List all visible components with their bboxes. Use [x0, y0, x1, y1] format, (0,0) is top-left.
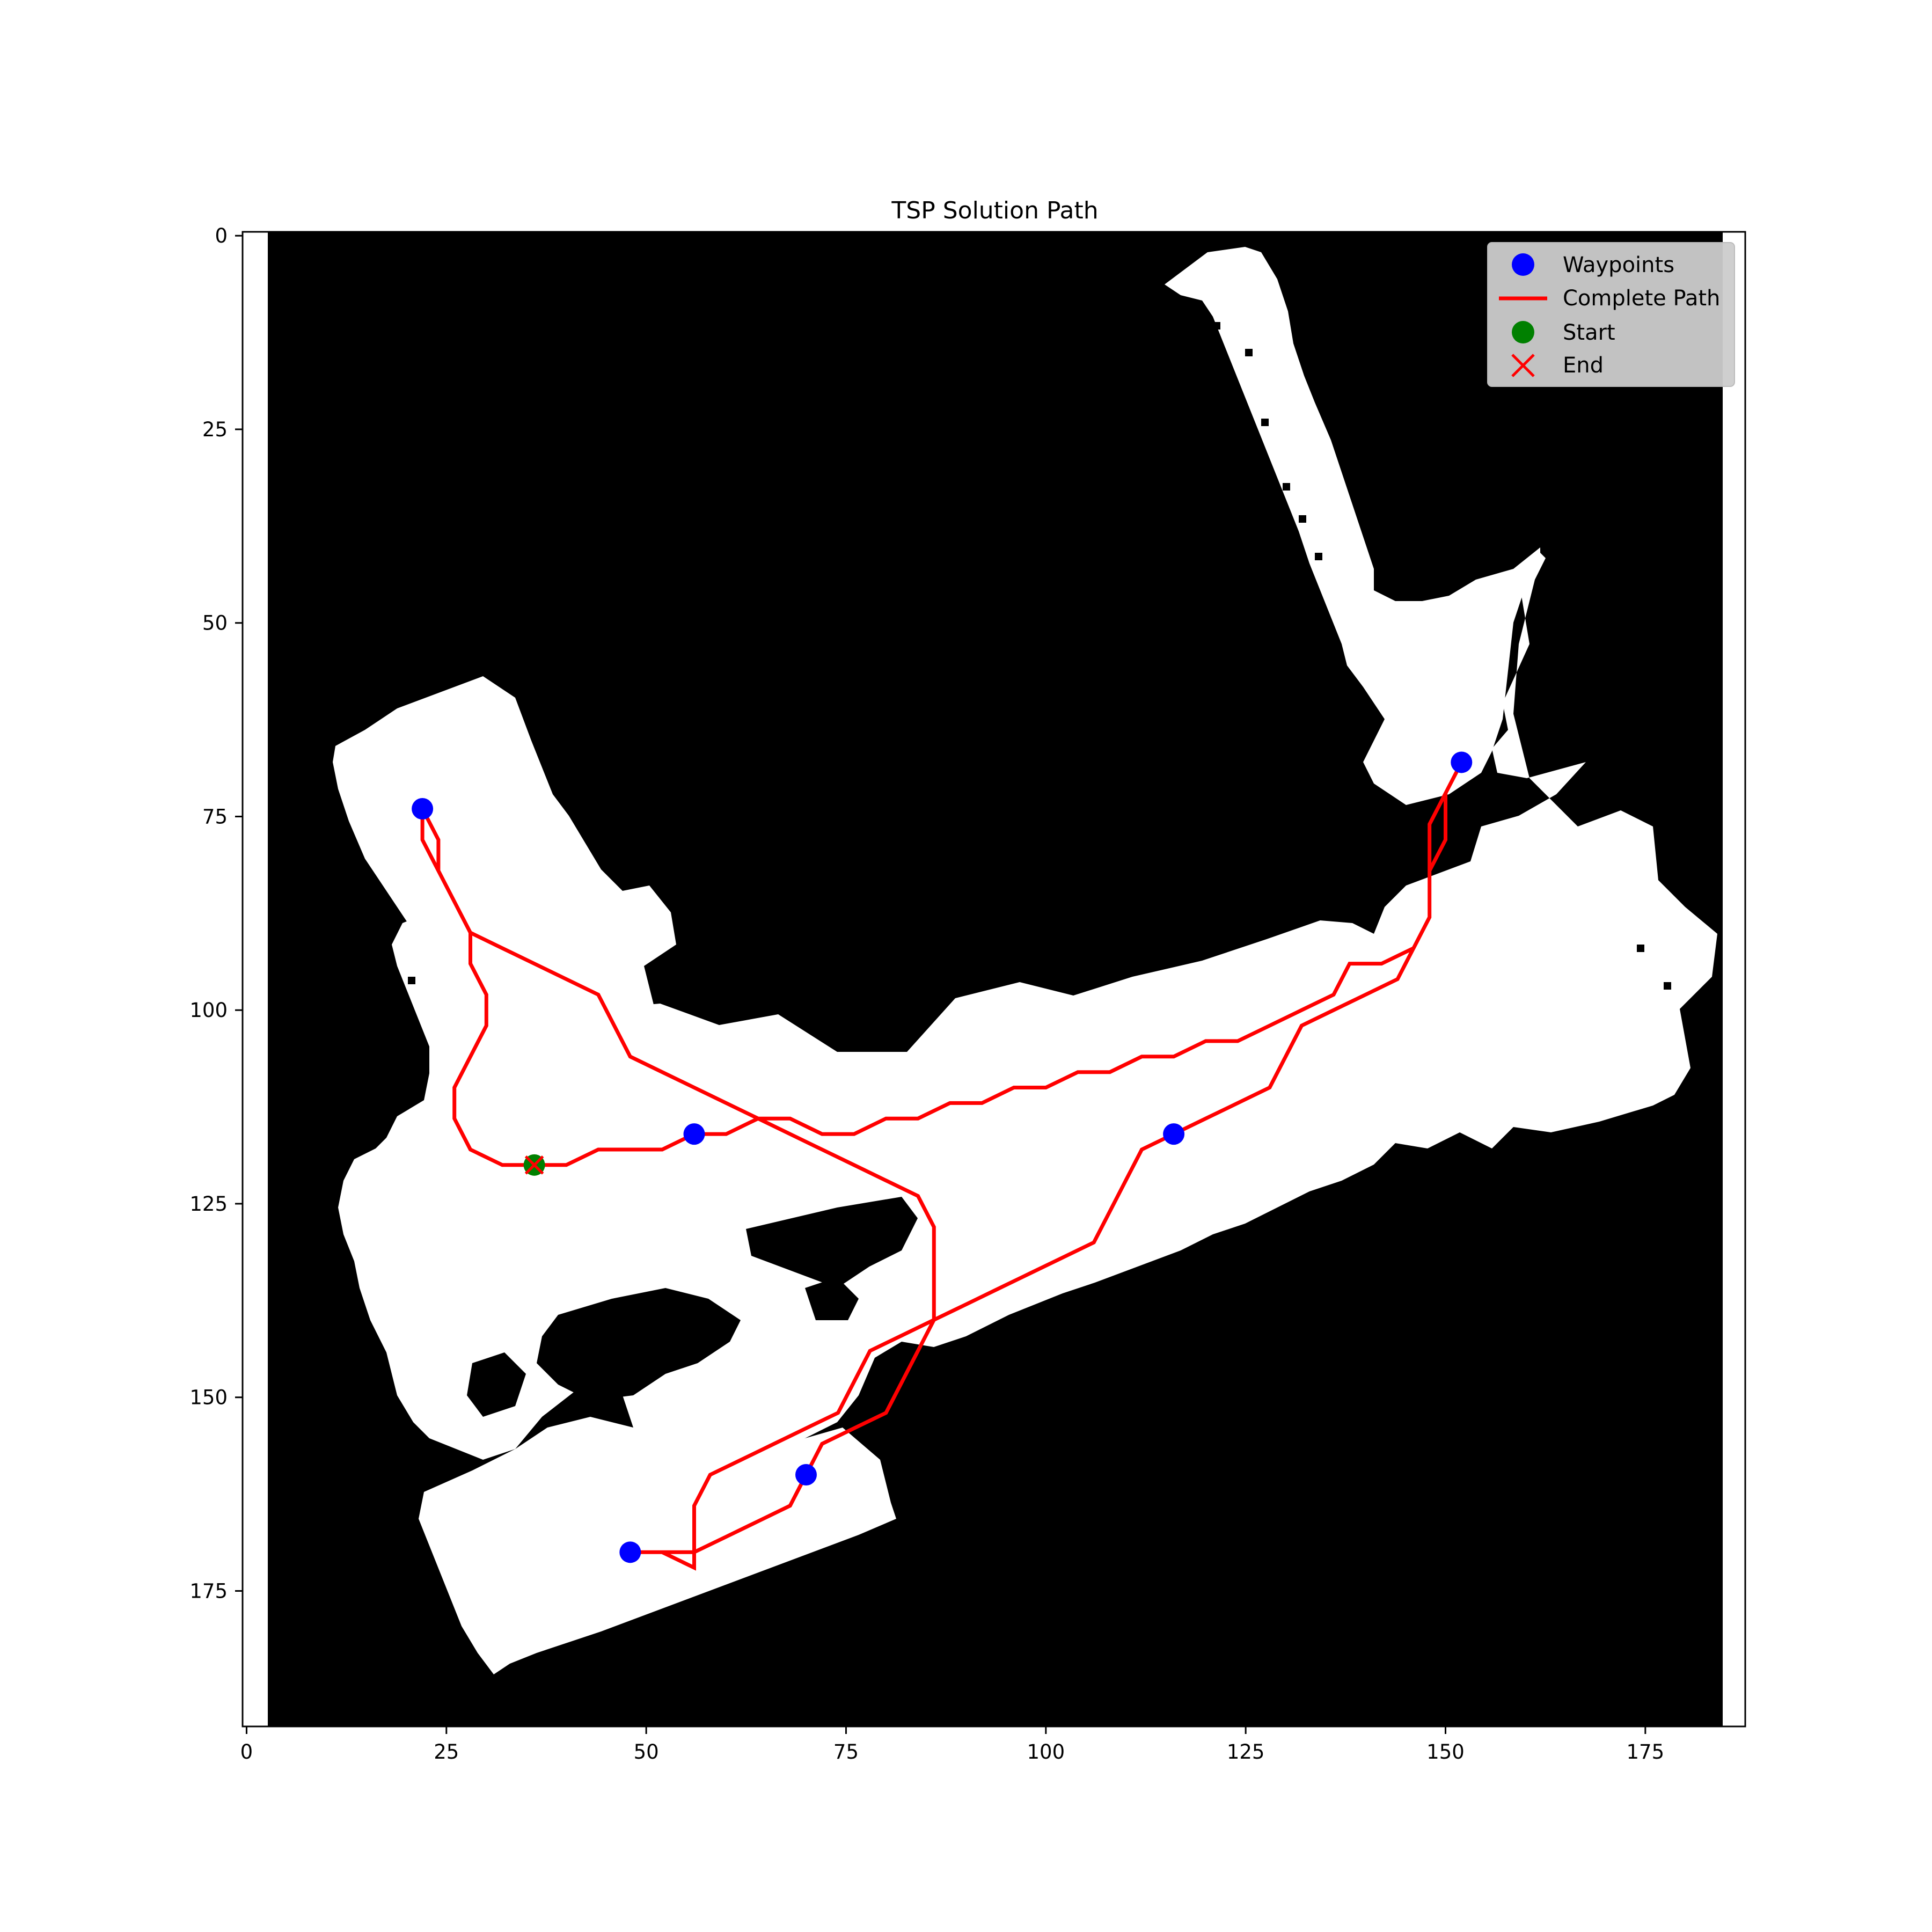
map-speckle — [408, 977, 415, 984]
x-tick-label: 50 — [634, 1740, 659, 1763]
waypoint-marker — [795, 1464, 817, 1486]
x-tick-label: 125 — [1227, 1740, 1265, 1763]
x-tick-label: 0 — [240, 1740, 253, 1763]
map-speckle — [1240, 456, 1247, 464]
map-speckle — [1283, 483, 1290, 491]
x-tick-label: 25 — [434, 1740, 459, 1763]
x-tick-label: 175 — [1627, 1740, 1665, 1763]
y-tick-label: 100 — [189, 999, 228, 1022]
legend-end-label: End — [1563, 353, 1604, 378]
plot-area — [241, 231, 1746, 1728]
y-tick-label: 25 — [202, 418, 228, 441]
map-speckle — [376, 945, 383, 952]
map-speckle — [1315, 553, 1322, 560]
map-speckle — [1637, 945, 1644, 952]
y-tick-label: 75 — [202, 805, 228, 828]
x-axis: 0 25 50 75 100 125 150 175 — [240, 1726, 1664, 1763]
markers — [412, 751, 1473, 1563]
chart-title: TSP Solution Path — [891, 197, 1098, 224]
waypoint-marker — [412, 798, 434, 820]
map-speckle — [1213, 322, 1220, 330]
map-speckle — [1664, 982, 1671, 990]
map-inner-obstacles — [467, 1197, 918, 1417]
x-tick-label: 150 — [1426, 1740, 1465, 1763]
x-tick-label: 100 — [1027, 1740, 1065, 1763]
legend-start-marker — [1512, 321, 1534, 343]
complete-path — [420, 761, 1463, 1571]
legend-start-label: Start — [1563, 320, 1615, 345]
y-tick-label: 125 — [189, 1192, 228, 1216]
axes-frame — [241, 231, 1746, 1728]
map-speckle — [1261, 419, 1269, 426]
legend-waypoints-marker — [1512, 253, 1534, 276]
x-tick-label: 75 — [833, 1740, 859, 1763]
legend-end-marker — [1511, 354, 1535, 377]
y-tick-label: 50 — [202, 612, 228, 635]
path-line — [420, 761, 1463, 1571]
y-tick-label: 150 — [189, 1386, 228, 1409]
map-speckle — [1245, 349, 1253, 356]
waypoint-marker — [1451, 751, 1473, 773]
occupancy-map — [268, 232, 1723, 1726]
map-free-space — [333, 247, 1717, 1674]
legend-path-label: Complete Path — [1563, 286, 1720, 311]
legend-frame — [1487, 242, 1735, 387]
legend: Waypoints Complete Path Start End — [1487, 242, 1735, 387]
waypoint-marker — [619, 1541, 641, 1563]
legend-waypoints-label: Waypoints — [1563, 253, 1674, 277]
map-speckle — [1299, 515, 1306, 523]
map-arm-speckle — [376, 322, 1671, 990]
y-tick-label: 0 — [215, 224, 228, 247]
waypoint-marker — [683, 1123, 705, 1145]
map-speckle — [1229, 386, 1236, 394]
y-axis: 0 25 50 75 100 125 150 175 — [189, 224, 243, 1602]
y-tick-label: 175 — [189, 1579, 228, 1602]
waypoint-marker — [1163, 1123, 1185, 1145]
end-marker — [524, 1155, 544, 1175]
